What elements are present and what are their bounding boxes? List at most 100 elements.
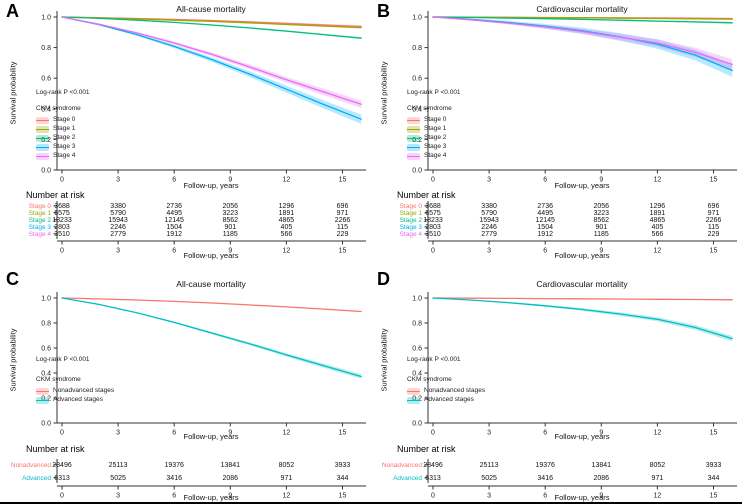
y-tick-label: 0.2 [412,396,422,403]
legend-key-icon [407,388,420,395]
risk-value: 1504 [537,224,553,231]
legend-entry: Stage 4 [407,152,461,161]
risk-value: 5025 [110,475,126,482]
km-plot-c: 1.0 0.8 0.6 0.4 0.2 0.0 0 3 6 9 12 15 Nonadvanced 284… [11,292,366,500]
confidence-ribbon [433,17,733,70]
risk-value: 1504 [166,224,182,231]
risk-value: 2086 [223,475,239,482]
legend-entry-label: Stage 3 [53,143,76,151]
risk-value: 2246 [481,224,497,231]
x-tick-label: 3 [487,177,491,184]
legend-entry: Stage 2 [36,134,90,143]
risk-value: 5790 [110,210,126,217]
legend-key-icon [407,135,420,142]
survival-curve [61,297,362,313]
risk-x-tick-label: 12 [654,493,662,500]
risk-value: 971 [652,475,664,482]
risk-value: 15943 [479,217,499,224]
y-axis-title: Survival probability [379,61,389,125]
risk-value: 12145 [164,217,184,224]
legend-key-icon [36,135,49,142]
x-tick-label: 9 [599,430,603,437]
risk-value: 3933 [706,462,722,469]
x-tick-label: 15 [339,430,347,437]
logrank-pvalue: Log-rank P <0.001 [36,89,90,96]
risk-x-tick-label: 0 [431,248,435,255]
survival-curve [61,16,362,105]
legend-title: CKM syndrome [36,375,81,383]
legend-entry: Advanced stages [36,396,114,405]
risk-value: 901 [595,224,607,231]
x-tick-label: 3 [116,177,120,184]
risk-x-tick-label: 0 [60,248,64,255]
legend-key-icon [407,153,420,160]
legend-key-icon [407,126,420,133]
legend-key-line [407,138,420,140]
risk-value: 3416 [166,475,182,482]
x-axis-title: Follow-up, years [554,432,610,441]
risk-row-label: Nonadvanced [11,462,51,469]
x-tick-label: 9 [599,177,603,184]
risk-value: 6575 [54,210,70,217]
risk-value: 28496 [52,462,72,469]
panel-title: Cardiovascular mortality [536,4,628,14]
legend-entries: Stage 0 Stage 1 Stage 2 Stage 3 Stage 4 [407,116,461,161]
confidence-ribbon [62,17,362,108]
y-tick-label: 0.6 [412,76,422,83]
legend-entry-label: Nonadvanced stages [424,387,486,395]
x-tick-label: 3 [116,430,120,437]
risk-value: 115 [337,224,348,231]
x-tick-label: 12 [283,430,291,437]
risk-value: 566 [281,231,293,238]
risk-value: 6575 [425,210,441,217]
logrank-pvalue: Log-rank P <0.001 [407,356,461,363]
x-tick-label: 15 [710,430,718,437]
y-tick-label: 0.8 [412,321,422,328]
risk-value: 2056 [594,203,610,210]
risk-value: 3510 [425,231,441,238]
risk-x-axis-title: Follow-up, years [554,493,610,502]
risk-value: 2803 [54,224,70,231]
risk-value: 566 [652,231,664,238]
x-tick-label: 0 [60,177,64,184]
risk-x-tick-label: 3 [116,493,120,500]
legend-entries: Stage 0 Stage 1 Stage 2 Stage 3 Stage 4 [36,116,90,161]
legend-key-icon [407,397,420,404]
x-tick-label: 15 [710,177,718,184]
y-tick-label: 0.2 [41,137,51,144]
risk-value: 2779 [110,231,126,238]
y-tick-label: 0.0 [41,421,51,428]
y-tick-label: 0.0 [412,168,422,175]
y-tick-label: 0.8 [41,45,51,52]
x-tick-label: 6 [543,177,547,184]
panel-title: Cardiovascular mortality [536,279,628,289]
risk-value: 1185 [223,231,238,238]
legend-entry: Stage 0 [36,116,90,125]
risk-value: 405 [652,224,664,231]
legend-title: CKM syndrome [407,104,452,112]
risk-value: 2803 [425,224,441,231]
x-tick-label: 6 [172,430,176,437]
risk-row-label: Stage 0 [400,203,423,210]
logrank-pvalue: Log-rank P <0.001 [36,356,90,363]
risk-x-tick-label: 0 [431,493,435,500]
legend-key-icon [407,144,420,151]
legend-key-icon [36,397,49,404]
risk-value: 3223 [594,210,610,217]
risk-x-tick-label: 12 [654,248,662,255]
confidence-ribbon [62,298,362,313]
risk-x-tick-label: 15 [710,493,718,500]
risk-x-tick-label: 3 [487,493,491,500]
legend-key-icon [36,144,49,151]
legend-entry-label: Stage 3 [424,143,447,151]
survival-curve [61,16,362,39]
plot-legend: Log-rank P <0.001 CKM syndrome Stage 0 St… [36,89,90,161]
risk-value: 15943 [108,217,128,224]
risk-value: 8562 [594,217,610,224]
legend-key-line [407,147,420,149]
risk-row-label: Stage 3 [29,224,52,231]
legend-key-icon [36,388,49,395]
risk-value: 6313 [54,475,70,482]
